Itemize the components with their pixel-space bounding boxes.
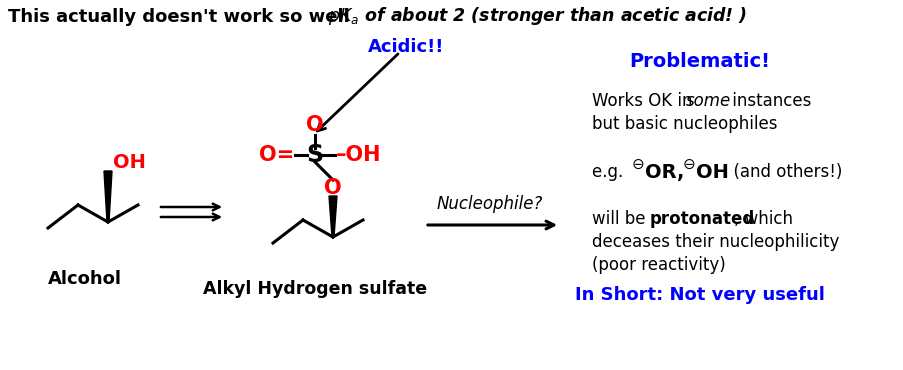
- Text: but basic nucleophiles: but basic nucleophiles: [591, 115, 777, 133]
- Text: –OH: –OH: [336, 145, 381, 165]
- Text: OH: OH: [113, 153, 145, 172]
- Text: Alkyl Hydrogen sulfate: Alkyl Hydrogen sulfate: [202, 280, 426, 298]
- Text: some: some: [685, 92, 731, 110]
- Text: Works OK in: Works OK in: [591, 92, 697, 110]
- Text: Problematic!: Problematic!: [628, 52, 769, 71]
- Polygon shape: [329, 196, 337, 237]
- Text: , which: , which: [733, 210, 792, 228]
- Text: (poor reactivity): (poor reactivity): [591, 256, 725, 274]
- Text: (and others!): (and others!): [722, 163, 842, 181]
- Text: O: O: [324, 178, 341, 198]
- Text: e.g.: e.g.: [591, 163, 628, 181]
- Text: protonated: protonated: [649, 210, 754, 228]
- Text: OR,: OR,: [644, 163, 684, 182]
- Text: In Short: Not very useful: In Short: Not very useful: [574, 286, 824, 304]
- Text: S: S: [306, 143, 323, 167]
- Text: ⊖: ⊖: [683, 157, 695, 172]
- Text: instances: instances: [726, 92, 811, 110]
- Text: Nucleophile?: Nucleophile?: [436, 195, 543, 213]
- Text: Acidic!!: Acidic!!: [368, 38, 444, 56]
- Polygon shape: [104, 171, 112, 222]
- Text: This actually doesn't work so well: This actually doesn't work so well: [8, 8, 349, 26]
- Text: ⊖: ⊖: [631, 157, 644, 172]
- Text: $pK_a$ of about 2 (stronger than acetic acid! ): $pK_a$ of about 2 (stronger than acetic …: [328, 5, 747, 27]
- Text: will be: will be: [591, 210, 650, 228]
- Text: Alcohol: Alcohol: [48, 270, 122, 288]
- Text: OH: OH: [695, 163, 728, 182]
- Text: O=: O=: [258, 145, 293, 165]
- Text: deceases their nucleophilicity: deceases their nucleophilicity: [591, 233, 839, 251]
- Text: O: O: [306, 115, 323, 135]
